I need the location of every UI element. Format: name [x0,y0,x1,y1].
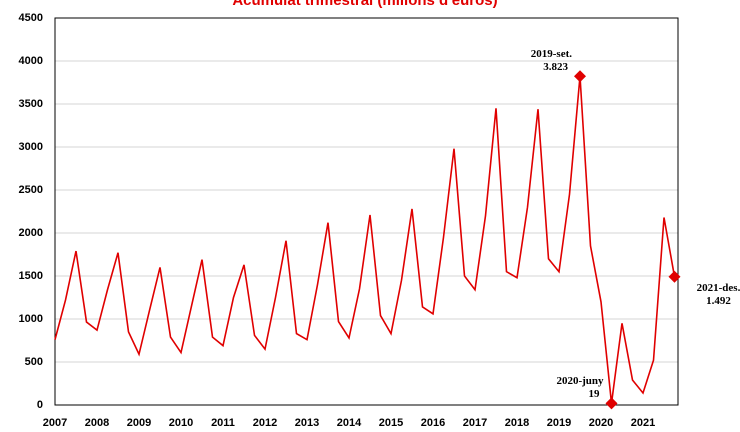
y-tick-label: 500 [25,356,43,368]
y-tick-label: 0 [37,399,43,411]
y-tick-label: 1000 [19,313,43,325]
y-tick-label: 2500 [19,184,43,196]
y-tick-label: 4000 [19,55,43,67]
y-tick-label: 2000 [19,227,43,239]
x-tick-label: 2009 [127,417,151,429]
highlight-marker [605,397,618,410]
highlight-marker [668,270,681,283]
x-tick-label: 2010 [169,417,193,429]
x-tick-label: 2019 [547,417,571,429]
chart-title: Acumulat trimestral (milions d'euros) [232,0,497,9]
y-tick-label: 4500 [19,12,43,24]
plot-frame [54,17,679,406]
y-tick-label: 3000 [19,141,43,153]
y-tick-label: 3500 [19,98,43,110]
x-tick-label: 2007 [43,417,67,429]
x-tick-label: 2015 [379,417,403,429]
annotation-value: 1.492 [706,295,731,307]
x-tick-label: 2016 [421,417,445,429]
highlight-marker [574,70,586,83]
annotation-date: 2020-juny [556,375,604,387]
x-tick-label: 2008 [85,417,109,429]
x-tick-label: 2021 [631,417,655,429]
annotation-date: 2021-des. [697,282,740,294]
x-tick-label: 2017 [463,417,487,429]
x-tick-label: 2012 [253,417,277,429]
line-series [54,76,676,404]
y-tick-label: 1500 [19,270,43,282]
x-tick-label: 2014 [337,417,362,429]
annotation-value: 19 [589,388,601,400]
x-tick-label: 2018 [505,417,529,429]
x-tick-label: 2020 [589,417,613,429]
x-tick-label: 2013 [295,417,319,429]
annotation-date: 2019-set. [531,48,572,60]
x-tick-label: 2011 [211,417,235,429]
annotation-value: 3.823 [543,61,568,73]
